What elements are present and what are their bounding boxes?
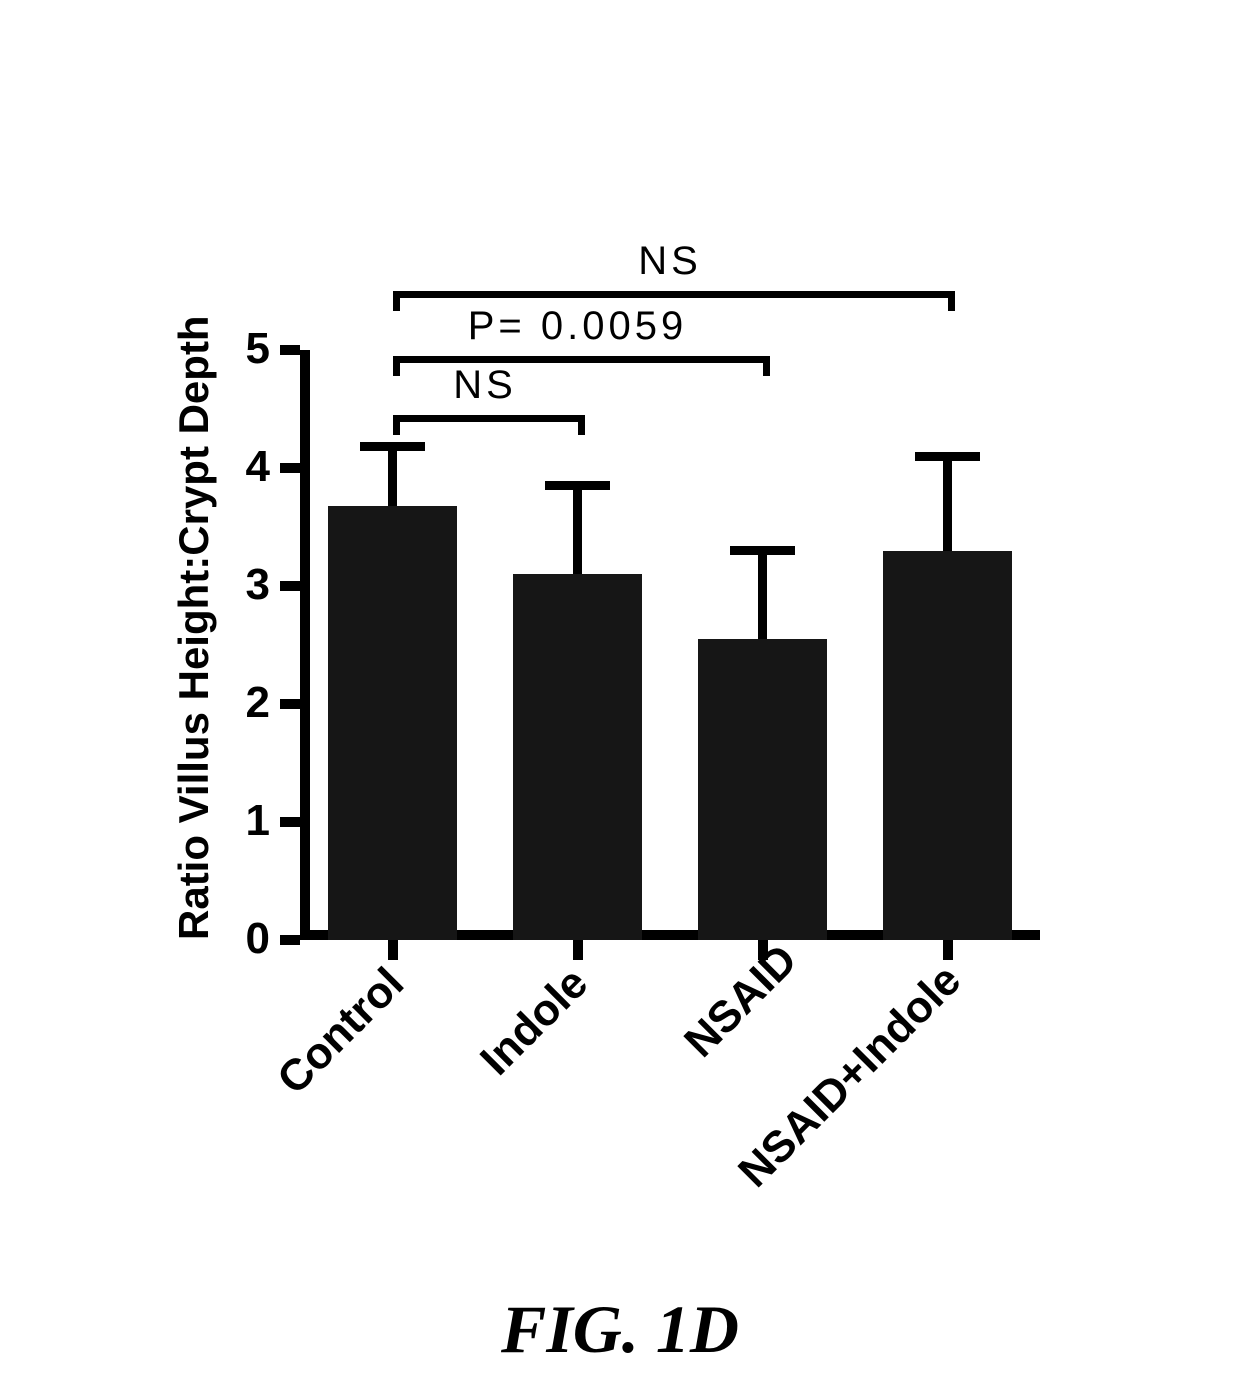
- significance-bracket-drop: [578, 415, 585, 435]
- y-tick-label: 5: [210, 324, 270, 374]
- bar: [883, 551, 1013, 940]
- x-tick: [388, 940, 398, 960]
- x-tick-label: Control: [268, 958, 414, 1104]
- y-tick: [280, 935, 300, 945]
- x-tick: [943, 940, 953, 960]
- x-tick-label: Indole: [471, 959, 598, 1086]
- significance-label: P= 0.0059: [468, 304, 688, 349]
- significance-label: NS: [453, 363, 517, 408]
- significance-bracket: [393, 415, 585, 422]
- significance-bracket-drop: [393, 415, 400, 435]
- error-bar: [943, 456, 952, 550]
- y-tick-label: 3: [210, 560, 270, 610]
- y-tick: [280, 699, 300, 709]
- bar: [513, 574, 643, 940]
- error-bar: [573, 486, 582, 575]
- significance-bracket-drop: [393, 356, 400, 376]
- bar: [328, 506, 458, 940]
- y-tick-label: 1: [210, 796, 270, 846]
- significance-bracket: [393, 356, 770, 363]
- page: Ratio Villus Height:Crypt Depth 0 1 2 3 4 5 Co…: [0, 0, 1240, 1399]
- x-tick-label: NSAID: [675, 935, 807, 1067]
- y-tick-label: 4: [210, 442, 270, 492]
- y-axis-line: [300, 350, 310, 940]
- y-tick-label: 2: [210, 678, 270, 728]
- significance-label: NS: [638, 239, 702, 284]
- bar: [698, 639, 828, 940]
- figure-caption: FIG. 1D: [0, 1290, 1240, 1369]
- y-tick: [280, 345, 300, 355]
- significance-bracket-drop: [393, 291, 400, 311]
- error-cap: [730, 546, 795, 555]
- error-cap: [545, 481, 610, 490]
- plot-area: [300, 350, 1040, 940]
- error-cap: [915, 452, 980, 461]
- error-bar: [758, 551, 767, 640]
- error-cap: [360, 442, 425, 451]
- significance-bracket: [393, 291, 955, 298]
- y-tick: [280, 581, 300, 591]
- significance-bracket-drop: [763, 356, 770, 376]
- x-tick: [573, 940, 583, 960]
- y-tick: [280, 817, 300, 827]
- y-axis-title: Ratio Villus Height:Crypt Depth: [170, 315, 218, 940]
- significance-bracket-drop: [948, 291, 955, 311]
- y-tick: [280, 463, 300, 473]
- bar-chart: Ratio Villus Height:Crypt Depth 0 1 2 3 4 5 Co…: [80, 60, 1160, 1140]
- error-bar: [388, 447, 397, 506]
- y-tick-label: 0: [210, 914, 270, 964]
